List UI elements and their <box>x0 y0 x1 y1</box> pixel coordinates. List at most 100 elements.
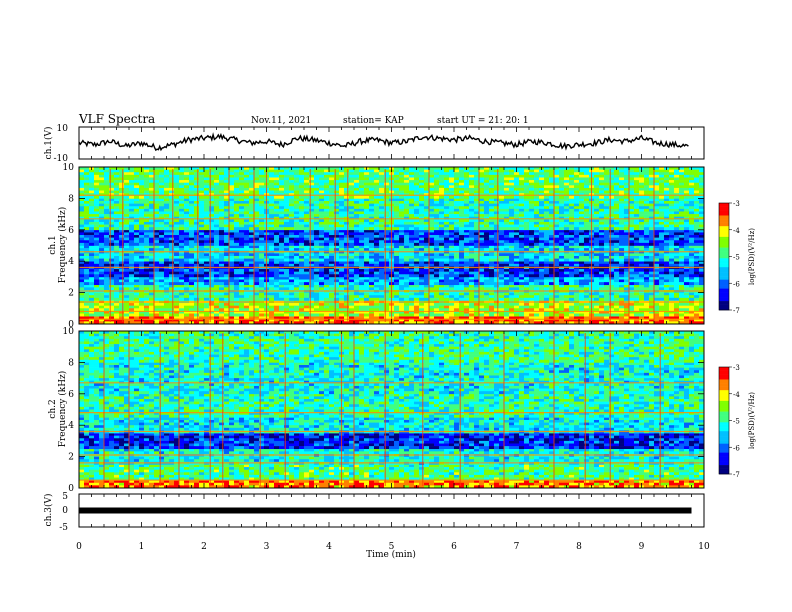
spectrogram-cell <box>79 203 85 207</box>
spectrogram-cell <box>444 269 450 272</box>
spectrogram-cell <box>524 310 530 314</box>
spectrogram-cell <box>624 292 630 296</box>
spectrogram-cell <box>689 292 695 296</box>
spectrogram-cell <box>329 248 335 252</box>
spectrogram-cell <box>279 287 285 291</box>
spectrogram-cell <box>644 321 650 325</box>
spectrogram-cell <box>674 269 680 272</box>
spectrogram-cell <box>699 235 705 238</box>
spectrogram-cell <box>109 297 115 301</box>
spectrogram-cell <box>289 316 295 320</box>
spectrogram-cell <box>194 232 200 236</box>
spectrogram-cell <box>634 269 640 272</box>
spectrogram-cell <box>629 261 635 265</box>
spectrogram-cell <box>629 313 635 317</box>
spectrogram-cell <box>184 305 190 309</box>
spectrogram-cell <box>329 237 335 241</box>
spectrogram-cell <box>614 201 620 204</box>
spectrogram-cell <box>374 284 380 288</box>
spectrogram-cell <box>184 316 190 320</box>
spectrogram-cell <box>174 321 180 325</box>
spectrogram-cell <box>469 206 475 210</box>
spectrogram-cell <box>109 242 115 246</box>
spectrogram-cell <box>434 303 440 306</box>
spectrogram-cell <box>164 297 170 301</box>
spectrogram-cell <box>79 295 85 299</box>
spectrogram-cell <box>679 237 685 241</box>
spectrogram-cell <box>184 258 190 262</box>
spectrogram-cell <box>239 232 245 236</box>
spectrogram-cell <box>149 269 155 272</box>
spectrogram-cell <box>134 316 140 320</box>
spectrogram-cell <box>99 284 105 288</box>
spectrogram-cell <box>464 240 470 244</box>
spectrogram-cell <box>119 297 125 301</box>
spectrogram-cell <box>664 261 670 265</box>
spectrogram-cell <box>254 232 260 236</box>
spectrogram-cell <box>159 242 165 246</box>
spectrogram-cell <box>559 229 565 233</box>
spectrogram-cell <box>694 203 700 207</box>
spectrogram-cell <box>159 263 165 267</box>
spectrogram-cell <box>474 297 480 301</box>
spectrogram-cell <box>599 206 605 210</box>
spectrogram-cell <box>594 253 600 257</box>
spectrogram-cell <box>524 274 530 278</box>
spectrogram-cell <box>509 271 515 275</box>
spectrogram-cell <box>699 279 705 283</box>
spectrogram-cell <box>204 263 210 267</box>
spectrogram-cell <box>579 297 585 301</box>
spectrogram-cell <box>659 229 665 233</box>
spectrogram-cell <box>519 263 525 267</box>
spectrogram-cell <box>284 269 290 272</box>
spectrogram-cell <box>379 303 385 306</box>
spectrogram-cell <box>504 303 510 306</box>
spectrogram-cell <box>319 305 325 309</box>
spectrogram-cell <box>594 237 600 241</box>
spectrogram-cell <box>524 287 530 291</box>
spectrogram-cell <box>139 229 145 233</box>
spectrogram-cell <box>609 316 615 320</box>
spectrogram-cell <box>129 292 135 296</box>
spectrogram-cell <box>294 279 300 283</box>
spectrogram-cell <box>514 198 520 202</box>
spectrogram-cell <box>174 245 180 249</box>
spectrogram-cell <box>454 237 460 241</box>
spectrogram-cell <box>299 245 305 249</box>
spectrogram-cell <box>84 284 90 288</box>
spectrogram-cell <box>559 308 565 312</box>
spectrogram-cell <box>604 274 610 278</box>
spectrogram-cell <box>119 271 125 275</box>
spectrogram-cell <box>404 276 410 280</box>
spectrogram-cell <box>374 232 380 236</box>
spectrogram-cell <box>359 255 365 259</box>
spectrogram-cell <box>554 263 560 267</box>
spectrogram-cell <box>299 284 305 288</box>
spectrogram-cell <box>194 245 200 249</box>
spectrogram-cell <box>394 253 400 257</box>
spectrogram-cell <box>614 297 620 301</box>
spectrogram-cell <box>149 235 155 238</box>
spectrogram-cell <box>129 242 135 246</box>
spectrogram-cell <box>639 269 645 272</box>
spectrogram-cell <box>654 198 660 202</box>
spectrogram-cell <box>309 242 315 246</box>
spectrogram-cell <box>649 232 655 236</box>
spectrogram-cell <box>684 255 690 259</box>
spectrogram-cell <box>329 297 335 301</box>
spectrogram-cell <box>249 203 255 207</box>
spectrogram-cell <box>564 313 570 317</box>
spectrogram-cell <box>459 318 465 322</box>
spectrogram-cell <box>484 261 490 265</box>
spectrogram-cell <box>224 269 230 272</box>
spectrogram-cell <box>569 198 575 202</box>
spectrogram-cell <box>354 248 360 252</box>
spectrogram-cell <box>579 295 585 299</box>
spectrogram-cell <box>279 303 285 306</box>
spectrogram-cell <box>254 284 260 288</box>
spectrogram-cell <box>354 274 360 278</box>
spectrogram-cell <box>459 203 465 207</box>
spectrogram-cell <box>684 258 690 262</box>
spectrogram-cell <box>649 310 655 314</box>
spectrogram-cell <box>244 258 250 262</box>
